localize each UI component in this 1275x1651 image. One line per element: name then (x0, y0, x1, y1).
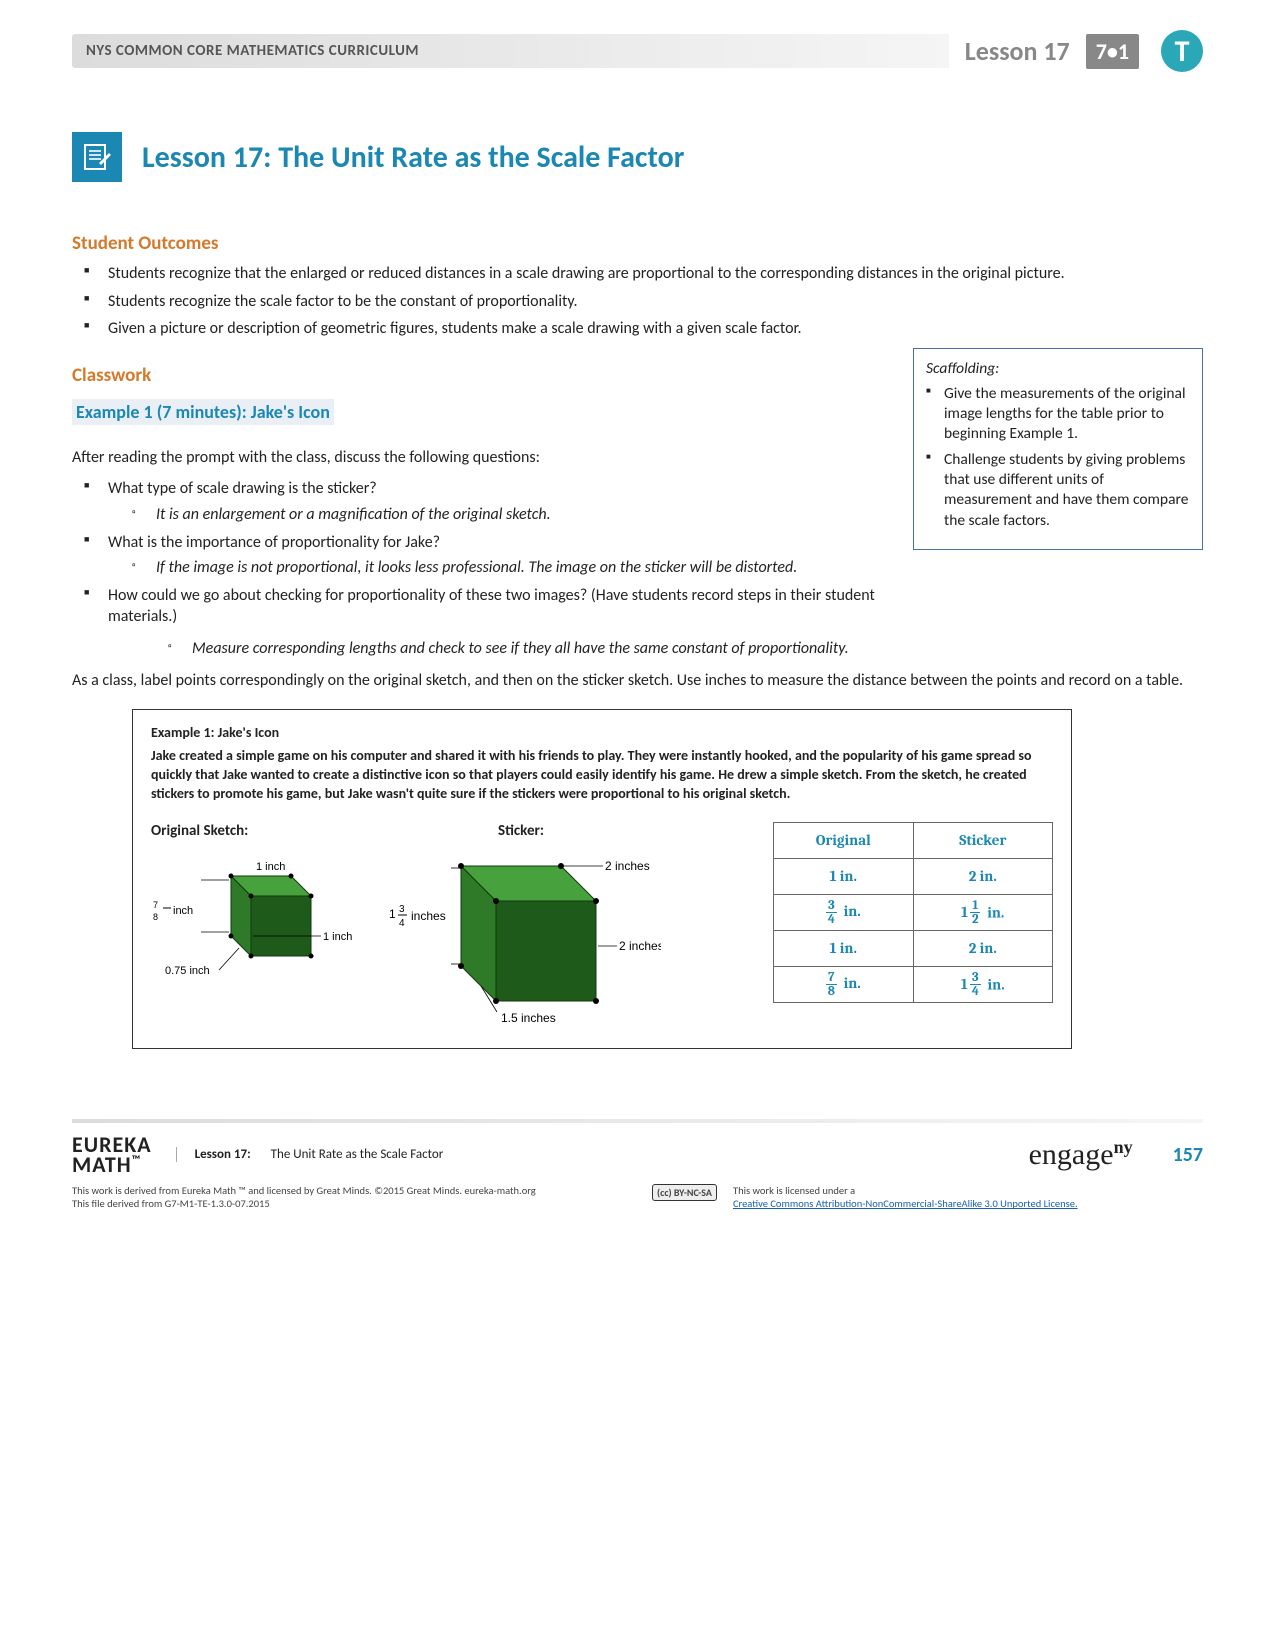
license-intro: This work is licensed under a (733, 1184, 1203, 1197)
dim-label: 1 (389, 907, 396, 921)
table-row: 34 in. 1 12 in. (774, 894, 1053, 930)
list-item: What type of scale drawing is the sticke… (108, 478, 889, 525)
example-heading: Example 1 (7 minutes): Jake's Icon (72, 399, 334, 425)
engageny-logo: engageny (1029, 1137, 1133, 1172)
example-box-prompt: Jake created a simple game on his comput… (151, 747, 1053, 804)
list-item: Students recognize that the enlarged or … (108, 263, 1203, 285)
table-cell: 2 in. (913, 930, 1052, 966)
lesson-title-row: Lesson 17: The Unit Rate as the Scale Fa… (72, 132, 1203, 182)
list-item: How could we go about checking for propo… (108, 585, 889, 628)
sticker-cube-icon: 2 inches 1 3 4 inches 2 inches 1.5 inche… (381, 846, 661, 1026)
outcomes-list: Students recognize that the enlarged or … (72, 263, 1203, 340)
table-row: 78 in. 1 34 in. (774, 966, 1053, 1002)
table-cell: 1 34 in. (913, 966, 1052, 1002)
table-header: Original (774, 822, 914, 858)
dim-label: 0.75 inch (165, 965, 210, 977)
header-bar: NYS COMMON CORE MATHEMATICS CURRICULUM L… (72, 30, 1203, 72)
table-row: 1 in. 2 in. (774, 858, 1053, 894)
dim-label: 1 inch (256, 861, 285, 873)
question-text: How could we go about checking for propo… (108, 586, 875, 627)
table-cell: 1 in. (774, 858, 914, 894)
classwork-heading: Classwork (72, 364, 889, 387)
original-cube-icon: 1 inch 7 8 inch 1 inch 0.75 inch (151, 846, 361, 996)
original-label: Original Sketch: (151, 822, 371, 840)
footer-rule (72, 1119, 1203, 1123)
list-item: Give the measurements of the original im… (944, 384, 1190, 444)
table-cell: 34 in. (774, 894, 914, 930)
dim-label: 8 (153, 912, 158, 922)
sticker-sketch: Sticker: 2 inches 1 3 4 inches (381, 822, 661, 1030)
answer-text: Measure corresponding lengths and check … (192, 638, 1203, 660)
dim-label: 3 (399, 904, 405, 915)
classwork-after: As a class, label points correspondingly… (72, 670, 1203, 692)
footer-row: EUREKAMATH™ Lesson 17: The Unit Rate as … (72, 1135, 1203, 1175)
table-header: Sticker (913, 822, 1052, 858)
sticker-label: Sticker: (381, 822, 661, 840)
dim-label: 4 (399, 918, 405, 929)
table-cell: 1 in. (774, 930, 914, 966)
dim-label: inches (411, 909, 446, 923)
measurement-table: Original Sticker 1 in. 2 in. 34 in. 1 (773, 822, 1053, 1003)
question-text: What is the importance of proportionalit… (108, 533, 440, 552)
list-item: Students recognize the scale factor to b… (108, 291, 1203, 313)
cc-badge-icon: (cc) BY-NC-SA (652, 1184, 717, 1201)
measurement-table-wrap: Original Sticker 1 in. 2 in. 34 in. 1 (671, 822, 1053, 1003)
list-item: Challenge students by giving problems th… (944, 450, 1190, 531)
lesson-title: Lesson 17: The Unit Rate as the Scale Fa… (142, 139, 684, 176)
dim-label: 7 (153, 900, 158, 910)
lesson-number: Lesson 17 (957, 35, 1078, 67)
footer-attribution: This work is derived from Eureka Math ™ … (72, 1184, 1203, 1210)
module-badge: 7•1 (1086, 34, 1139, 69)
scaffolding-box: Scaffolding: Give the measurements of th… (913, 348, 1203, 550)
question-text: What type of scale drawing is the sticke… (108, 479, 377, 498)
qa-list: What type of scale drawing is the sticke… (72, 478, 889, 628)
outcomes-heading: Student Outcomes (72, 232, 1203, 255)
answer-text: If the image is not proportional, it loo… (156, 557, 889, 579)
example-box-title: Example 1: Jake's Icon (151, 724, 1053, 741)
footer-lesson-title: The Unit Rate as the Scale Factor (271, 1147, 444, 1162)
dim-label: inch (173, 905, 193, 917)
table-cell: 1 12 in. (913, 894, 1052, 930)
attribution-line: This file derived from G7-M1-TE-1.3.0-07… (72, 1197, 636, 1210)
table-row: 1 in. 2 in. (774, 930, 1053, 966)
answer-text: It is an enlargement or a magnification … (156, 504, 889, 526)
list-item: What is the importance of proportionalit… (108, 532, 889, 579)
dim-label: 2 inches (605, 859, 650, 873)
page-number: 157 (1173, 1143, 1203, 1167)
list-item: Given a picture or description of geomet… (108, 318, 1203, 340)
example-box: Example 1: Jake's Icon Jake created a si… (132, 709, 1072, 1049)
dim-label: 2 inches (619, 939, 661, 953)
curriculum-label: NYS COMMON CORE MATHEMATICS CURRICULUM (72, 34, 949, 68)
original-sketch: Original Sketch: 1 inch 7 8 inch (151, 822, 371, 1000)
dim-label: 1 inch (323, 931, 352, 943)
scaffolding-heading: Scaffolding: (926, 359, 1190, 378)
attribution-line: This work is derived from Eureka Math ™ … (72, 1184, 636, 1197)
license-link[interactable]: Creative Commons Attribution-NonCommerci… (733, 1197, 1078, 1210)
teacher-badge-icon: T (1161, 30, 1203, 72)
footer-lesson-label: Lesson 17: (195, 1147, 251, 1162)
lesson-icon (72, 132, 122, 182)
table-cell: 78 in. (774, 966, 914, 1002)
classwork-intro: After reading the prompt with the class,… (72, 447, 889, 469)
eureka-logo: EUREKAMATH™ (72, 1135, 152, 1175)
table-cell: 2 in. (913, 858, 1052, 894)
dim-label: 1.5 inches (501, 1011, 556, 1025)
